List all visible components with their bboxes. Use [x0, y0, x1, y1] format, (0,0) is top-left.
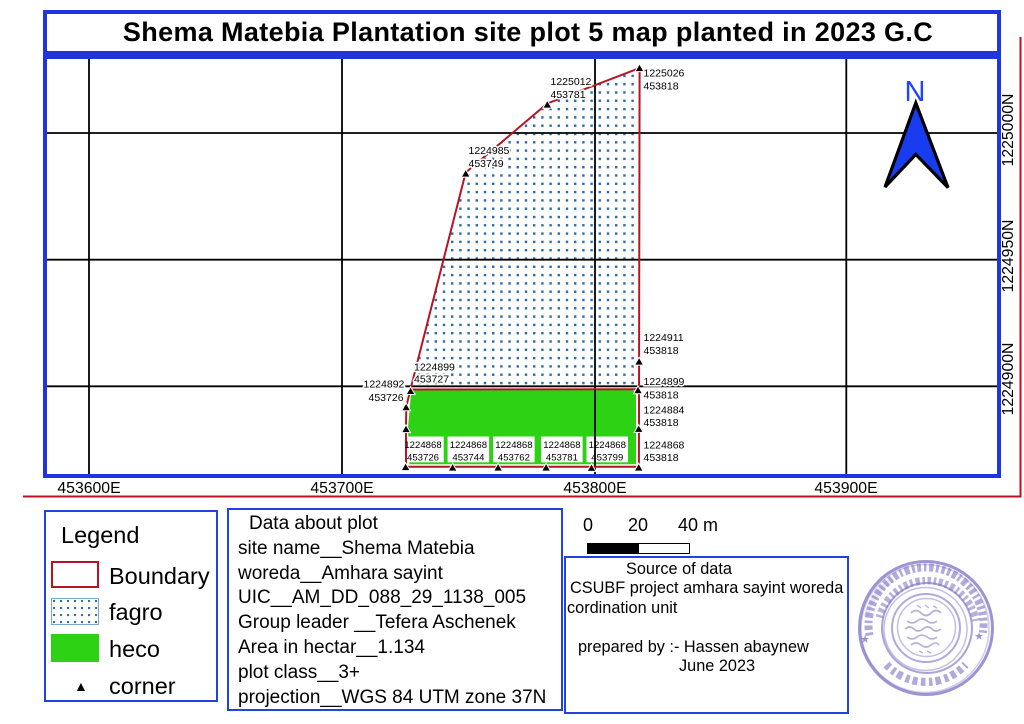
- svg-text:1225012: 1225012: [551, 76, 592, 88]
- svg-text:1224911: 1224911: [644, 332, 684, 344]
- svg-text:453762: 453762: [498, 453, 530, 464]
- svg-text:453799: 453799: [591, 453, 623, 464]
- svg-text:1224899: 1224899: [414, 362, 455, 374]
- svg-text:1225000N: 1225000N: [1000, 94, 1017, 167]
- svg-text:1224950N: 1224950N: [1000, 220, 1017, 293]
- svg-text:453727: 453727: [414, 374, 449, 386]
- svg-text:1225026: 1225026: [644, 68, 685, 80]
- svg-text:1224985: 1224985: [469, 145, 510, 157]
- svg-text:453818: 453818: [644, 345, 679, 357]
- svg-text:453749: 453749: [469, 158, 504, 170]
- svg-text:453700E: 453700E: [310, 480, 373, 497]
- svg-text:1224868: 1224868: [543, 440, 580, 451]
- svg-text:453818: 453818: [644, 417, 679, 429]
- svg-text:1224900N: 1224900N: [1000, 343, 1017, 416]
- svg-text:453781: 453781: [551, 89, 586, 101]
- svg-text:453818: 453818: [644, 81, 679, 93]
- svg-text:1224868: 1224868: [450, 440, 487, 451]
- svg-text:Shema Matebia Plantation site: Shema Matebia Plantation site plot 5 map…: [123, 17, 933, 47]
- svg-text:453900E: 453900E: [814, 480, 877, 497]
- svg-text:453744: 453744: [452, 453, 485, 464]
- svg-text:453818: 453818: [644, 390, 679, 402]
- svg-text:453781: 453781: [546, 453, 578, 464]
- svg-text:453726: 453726: [369, 392, 404, 404]
- svg-text:453818: 453818: [644, 452, 679, 464]
- svg-text:453600E: 453600E: [57, 480, 120, 497]
- svg-text:1224868: 1224868: [589, 440, 626, 451]
- svg-text:1224868: 1224868: [404, 440, 441, 451]
- svg-text:1224892: 1224892: [364, 378, 405, 390]
- svg-text:1224868: 1224868: [644, 440, 685, 452]
- svg-text:1224884: 1224884: [644, 405, 685, 417]
- svg-text:N: N: [905, 76, 926, 108]
- svg-text:453800E: 453800E: [563, 480, 626, 497]
- svg-text:1224868: 1224868: [495, 440, 532, 451]
- svg-text:453726: 453726: [407, 453, 439, 464]
- svg-text:1224899: 1224899: [644, 376, 685, 388]
